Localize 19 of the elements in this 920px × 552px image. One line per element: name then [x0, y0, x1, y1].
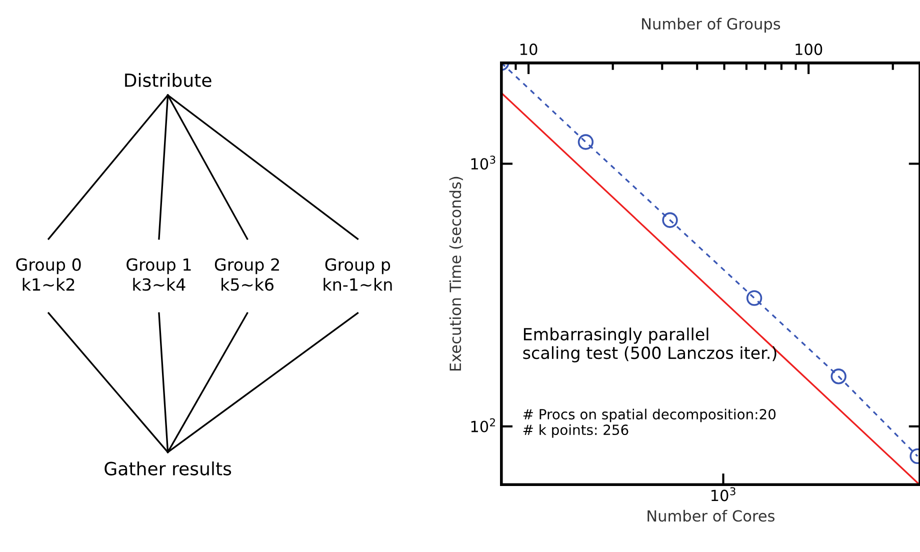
point [746, 290, 762, 306]
point [662, 212, 678, 228]
annotation: # Procs on spatial decomposition:20 # k points: 256 [523, 408, 776, 438]
x2-axis-title: Number of Cores [648, 510, 775, 522]
text: Distribute [125, 73, 212, 88]
y-axis-title: Execution Time (seconds) [449, 176, 463, 371]
y-tick-label: 10$^{2}$ [471, 418, 495, 432]
x-tick-label: 10 [520, 44, 538, 56]
text: Group p kn-1~kn [324, 258, 392, 291]
x-tick-label: 100 [796, 44, 822, 56]
point [830, 368, 846, 384]
x-axis-title: Number of Groups [642, 18, 780, 33]
text: Group 2 k5~k6 [214, 258, 279, 291]
annotation: Embarrasingly parallel scaling test (500 Lanczos iter.) [523, 328, 776, 362]
text: 10$^{3}$ [711, 487, 736, 502]
text: Group 0 k1~k2 [16, 258, 81, 291]
point [578, 134, 594, 150]
text: Group 1 k3~k4 [126, 258, 191, 291]
text: Gather results [104, 461, 232, 476]
